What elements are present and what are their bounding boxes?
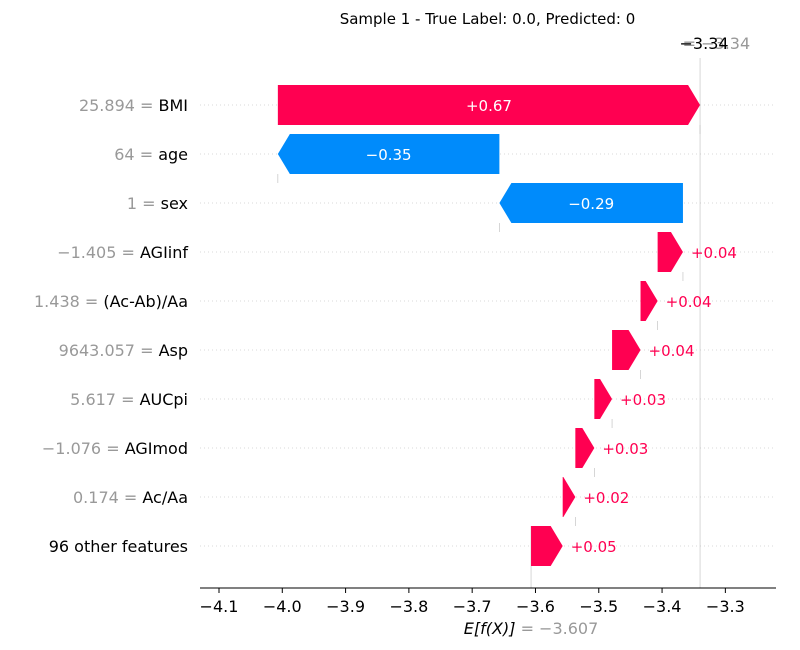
feature-name: AUCpi xyxy=(140,390,188,409)
feature-value: −1.405 = xyxy=(57,243,140,262)
bar-value-label: +0.03 xyxy=(602,440,648,458)
base-value-prefix: E[f(X)] xyxy=(464,619,521,638)
x-tick-label: −3.3 xyxy=(706,597,745,616)
feature-label: 96 other features xyxy=(49,537,188,556)
bar-value-label: +0.05 xyxy=(571,538,617,556)
feature-label: 5.617 = AUCpi xyxy=(70,390,188,409)
output-value-overlay: −3.34 xyxy=(680,34,729,53)
feature-value: 1 = xyxy=(127,194,161,213)
waterfall-bar xyxy=(277,85,701,125)
waterfall-bar xyxy=(575,428,595,468)
x-tick-label: −3.8 xyxy=(389,597,428,616)
feature-name: AGIinf xyxy=(140,243,188,262)
bar-value-label: +0.02 xyxy=(583,489,629,507)
waterfall-bar xyxy=(640,281,658,321)
feature-name: BMI xyxy=(159,96,189,115)
waterfall-bar xyxy=(612,330,641,370)
bar-value-label: +0.04 xyxy=(649,342,695,360)
bar-value-label: +0.04 xyxy=(666,293,712,311)
output-value-prefix: f(x) xyxy=(650,34,683,53)
output-value-number: = −3.34 xyxy=(683,34,751,53)
x-tick-label: −3.7 xyxy=(453,597,492,616)
bar-value-label: −0.35 xyxy=(366,146,412,164)
feature-label: 25.894 = BMI xyxy=(79,96,188,115)
feature-label: 9643.057 = Asp xyxy=(59,341,188,360)
feature-label: 1.438 = (Ac-Ab)/Aa xyxy=(34,292,188,311)
feature-label: −1.076 = AGImod xyxy=(42,439,188,458)
feature-value: 25.894 = xyxy=(79,96,159,115)
x-tick-label: −4.0 xyxy=(263,597,302,616)
chart-title: Sample 1 - True Label: 0.0, Predicted: 0 xyxy=(339,10,636,28)
waterfall-bar xyxy=(499,183,683,223)
feature-value: −1.076 = xyxy=(42,439,125,458)
bar-value-label: −0.29 xyxy=(568,195,614,213)
feature-name: Ac/Aa xyxy=(142,488,188,507)
feature-value: 1.438 = xyxy=(34,292,103,311)
feature-label: 1 = sex xyxy=(127,194,188,213)
waterfall-bar xyxy=(657,232,683,272)
feature-value: 9643.057 = xyxy=(59,341,159,360)
base-value-number: = −3.607 xyxy=(521,619,599,638)
feature-label: 64 = age xyxy=(114,145,188,164)
bar-value-label: +0.04 xyxy=(691,244,737,262)
x-tick-label: −3.5 xyxy=(579,597,618,616)
x-tick-label: −3.4 xyxy=(643,597,682,616)
waterfall-bar xyxy=(531,526,563,566)
feature-name: sex xyxy=(161,194,188,213)
output-value-label: f(x) = −3.34 xyxy=(650,34,750,53)
bar-value-label: +0.67 xyxy=(466,97,512,115)
feature-name: Asp xyxy=(159,341,188,360)
feature-name: AGImod xyxy=(125,439,188,458)
feature-label: 0.174 = Ac/Aa xyxy=(73,488,188,507)
feature-value: 5.617 = xyxy=(70,390,139,409)
feature-value: 64 = xyxy=(114,145,158,164)
feature-name: age xyxy=(158,145,188,164)
bar-value-label: +0.03 xyxy=(620,391,666,409)
x-tick-label: −3.9 xyxy=(326,597,365,616)
base-value-label: E[f(X)] = −3.607 xyxy=(464,619,598,638)
feature-name: (Ac-Ab)/Aa xyxy=(103,292,188,311)
feature-value: 0.174 = xyxy=(73,488,142,507)
feature-name: 96 other features xyxy=(49,537,188,556)
x-tick-label: −3.6 xyxy=(516,597,555,616)
waterfall-bar xyxy=(594,379,613,419)
x-tick-label: −4.1 xyxy=(200,597,239,616)
waterfall-bar xyxy=(277,134,500,174)
waterfall-bar xyxy=(562,477,576,517)
feature-label: −1.405 = AGIinf xyxy=(57,243,188,262)
